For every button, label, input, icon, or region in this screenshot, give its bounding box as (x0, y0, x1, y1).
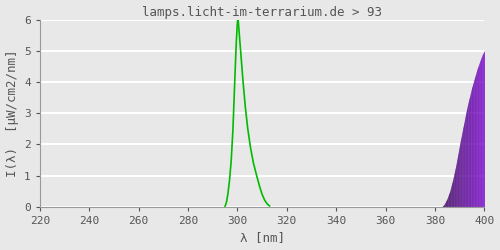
Title: lamps.licht-im-terrarium.de > 93: lamps.licht-im-terrarium.de > 93 (142, 6, 382, 18)
Y-axis label: I(λ)  [μW/cm2/nm]: I(λ) [μW/cm2/nm] (6, 50, 18, 177)
X-axis label: λ [nm]: λ [nm] (240, 232, 284, 244)
